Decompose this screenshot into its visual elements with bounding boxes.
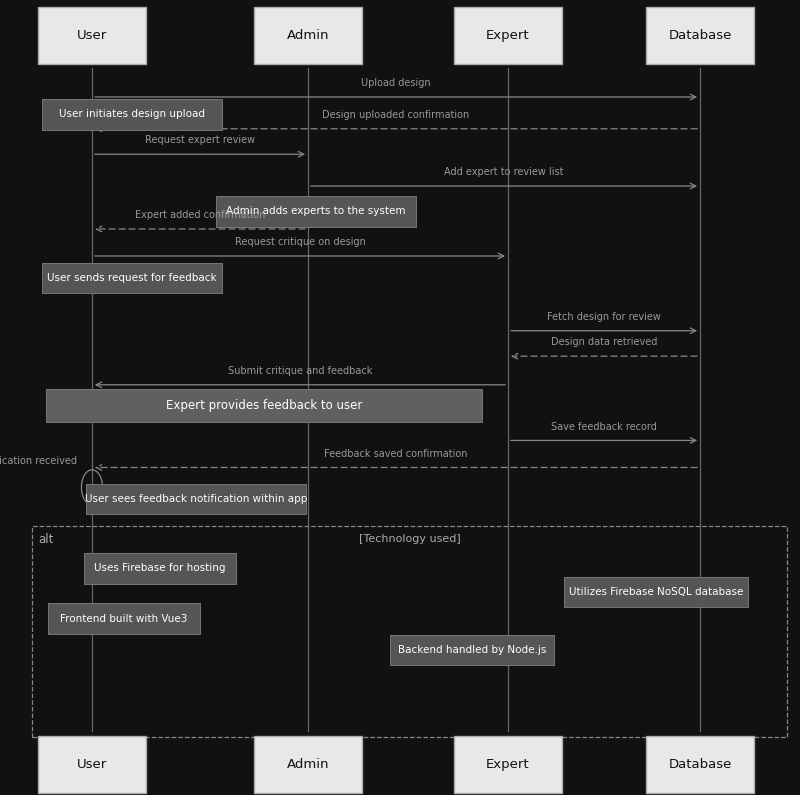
Text: Frontend built with Vue3: Frontend built with Vue3 bbox=[60, 614, 188, 623]
Text: Utilizes Firebase NoSQL database: Utilizes Firebase NoSQL database bbox=[569, 588, 743, 597]
Text: Design data retrieved: Design data retrieved bbox=[551, 337, 657, 347]
FancyBboxPatch shape bbox=[42, 99, 222, 130]
Text: Expert provides feedback to user: Expert provides feedback to user bbox=[166, 399, 362, 412]
Text: Feedback saved confirmation: Feedback saved confirmation bbox=[324, 448, 468, 459]
FancyBboxPatch shape bbox=[86, 484, 306, 514]
Text: Expert: Expert bbox=[486, 758, 530, 771]
Text: Submit critique and feedback: Submit critique and feedback bbox=[228, 366, 372, 376]
Text: User: User bbox=[77, 758, 107, 771]
FancyBboxPatch shape bbox=[84, 553, 237, 584]
Text: Admin: Admin bbox=[286, 758, 330, 771]
FancyBboxPatch shape bbox=[48, 603, 200, 634]
Text: Database: Database bbox=[668, 758, 732, 771]
Text: User initiates design upload: User initiates design upload bbox=[59, 110, 205, 119]
Text: User sees feedback notification within app: User sees feedback notification within a… bbox=[85, 494, 307, 504]
Text: Design uploaded confirmation: Design uploaded confirmation bbox=[322, 110, 470, 120]
Text: [Technology used]: [Technology used] bbox=[358, 534, 461, 545]
Text: Expert: Expert bbox=[486, 29, 530, 42]
Text: Fetch design for review: Fetch design for review bbox=[547, 312, 661, 322]
FancyBboxPatch shape bbox=[38, 7, 146, 64]
FancyBboxPatch shape bbox=[646, 736, 754, 793]
Text: alt: alt bbox=[38, 533, 54, 545]
FancyBboxPatch shape bbox=[38, 736, 146, 793]
FancyBboxPatch shape bbox=[216, 196, 416, 227]
FancyBboxPatch shape bbox=[42, 263, 222, 293]
FancyBboxPatch shape bbox=[454, 736, 562, 793]
FancyBboxPatch shape bbox=[563, 577, 748, 607]
FancyBboxPatch shape bbox=[390, 635, 554, 665]
Text: User sends request for feedback: User sends request for feedback bbox=[47, 273, 217, 283]
FancyBboxPatch shape bbox=[254, 7, 362, 64]
Text: Backend handled by Node.js: Backend handled by Node.js bbox=[398, 646, 546, 655]
Text: Save feedback record: Save feedback record bbox=[551, 421, 657, 432]
Text: Upload design: Upload design bbox=[361, 78, 431, 88]
Text: Database: Database bbox=[668, 29, 732, 42]
Text: User: User bbox=[77, 29, 107, 42]
Text: Request critique on design: Request critique on design bbox=[234, 237, 366, 247]
FancyBboxPatch shape bbox=[454, 7, 562, 64]
Text: Request expert review: Request expert review bbox=[145, 135, 255, 145]
Text: Expert added confirmation: Expert added confirmation bbox=[135, 210, 265, 220]
Text: Admin adds experts to the system: Admin adds experts to the system bbox=[226, 207, 406, 216]
FancyBboxPatch shape bbox=[46, 389, 482, 422]
FancyBboxPatch shape bbox=[646, 7, 754, 64]
FancyBboxPatch shape bbox=[254, 736, 362, 793]
Text: Uses Firebase for hosting: Uses Firebase for hosting bbox=[94, 564, 226, 573]
Text: Notification received: Notification received bbox=[0, 456, 78, 466]
Text: Admin: Admin bbox=[286, 29, 330, 42]
Text: Add expert to review list: Add expert to review list bbox=[444, 167, 564, 177]
